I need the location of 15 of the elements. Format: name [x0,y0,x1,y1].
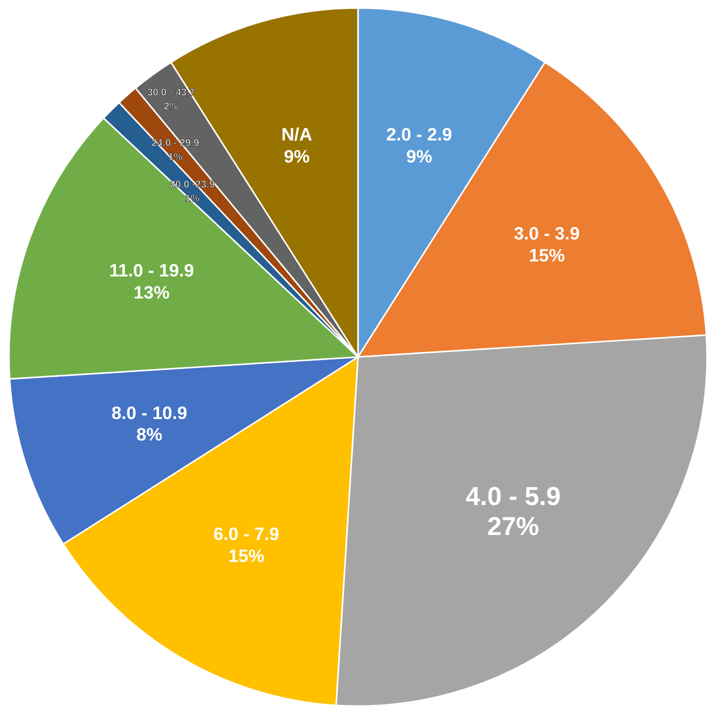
data-label: 27% [487,513,540,542]
slice-label: 11.0 - 19.9 [109,260,194,281]
data-label: 15% [528,245,565,266]
data-label: 9% [284,146,310,166]
data-label: 13% [134,282,170,303]
slice-label: 4.0 - 5.9 [466,483,561,512]
slice-label: 3.0 - 3.9 [514,223,580,244]
slice-label: 8.0 - 10.9 [111,402,188,423]
slice-label: N/A [281,124,312,144]
data-label: 15% [228,546,264,566]
slice-label: 6.0 - 7.9 [213,524,280,544]
data-label: 8% [136,424,162,445]
slice-label: 2.0 - 2.9 [386,124,452,144]
data-label: 2% [164,102,178,113]
data-label: 9% [406,146,432,166]
